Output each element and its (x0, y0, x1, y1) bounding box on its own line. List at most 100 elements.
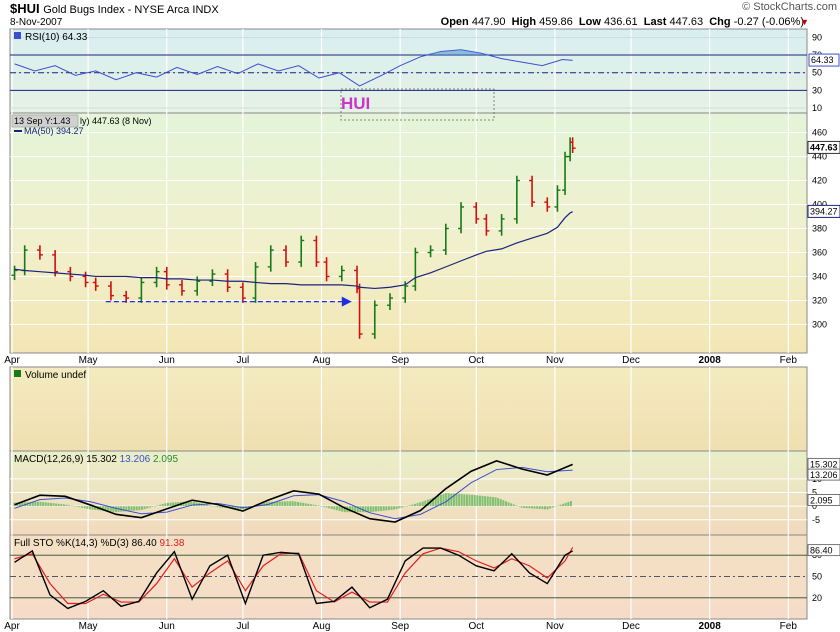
x-tick-label: Dec (622, 355, 640, 366)
x-tick-label: Aug (313, 621, 331, 632)
price-last-value: 447.63 (810, 142, 838, 152)
symbol: $HUI (10, 1, 40, 16)
macd-histogram-bar (88, 506, 91, 510)
rsi-tick-label: 30 (812, 85, 822, 95)
macd-histogram-bar (276, 501, 279, 507)
macd-histogram-bar (369, 506, 372, 513)
macd-histogram-bar (172, 502, 175, 507)
x-tick-label: Nov (546, 355, 564, 366)
macd-histogram-bar (18, 502, 21, 507)
macd-histogram-bar (146, 506, 149, 509)
macd-tick-label: 0 (812, 501, 817, 511)
x-tick-label: Jul (236, 355, 249, 366)
x-tick-label: Feb (780, 621, 798, 632)
x-tick-label: Apr (4, 355, 20, 366)
macd-histogram-bar (390, 506, 393, 510)
macd-histogram-bar (517, 506, 520, 507)
macd-histogram-bar (364, 506, 367, 513)
macd-histogram-bar (187, 501, 190, 507)
macd-histogram-bar (569, 501, 572, 507)
price-tick-label: 300 (812, 319, 827, 329)
macd-histogram-bar (411, 504, 414, 507)
price-tick-label: 320 (812, 295, 827, 305)
ma50-line (14, 211, 573, 290)
macd-line (14, 459, 573, 523)
macd-histogram-bar (166, 502, 169, 507)
rsi-tick-label: 50 (812, 68, 822, 78)
x-tick-label: Jul (236, 621, 249, 632)
macd-histogram-bar (83, 506, 86, 509)
macd-label: MACD(12,26,9) 15.302 13.206 2.095 (14, 454, 178, 465)
macd-label-part: MACD(12,26,9) (14, 454, 86, 465)
macd-histogram-bar (546, 506, 549, 510)
macd-histogram-bar (374, 506, 377, 512)
macd-histogram-bar (122, 506, 125, 512)
volume-legend-swatch (14, 370, 21, 377)
macd-histogram-bar (231, 506, 234, 509)
x-tick-label: Oct (468, 355, 484, 366)
macd-histogram-bar (551, 506, 554, 508)
macd-histogram-bar (426, 499, 429, 507)
macd-histogram-bar (237, 506, 240, 510)
macd-histogram-bar (130, 506, 133, 511)
symbol-title: $HUI Gold Bugs Index - NYSE Arca INDX (10, 1, 219, 16)
index-name: Gold Bugs Index - NYSE Arca INDX (43, 4, 219, 16)
macd-histogram-bar (42, 502, 45, 507)
open-value: 447.90 (471, 16, 506, 28)
macd-label-part: 2.095 (153, 454, 178, 465)
macd-histogram-bar (338, 506, 341, 511)
macd-histogram-bar (416, 503, 419, 507)
macd-histogram-bar (515, 505, 518, 507)
macd-histogram-bar (143, 506, 146, 510)
macd-histogram-bar (486, 496, 489, 507)
tooltip-box (11, 114, 79, 128)
macd-histogram-bar (330, 506, 333, 509)
macd-histogram-bar (47, 502, 50, 507)
x-tick-label: 2008 (699, 355, 722, 366)
macd-tick-label: 5 (812, 488, 817, 498)
macd-histogram-bar (44, 502, 47, 507)
macd-histogram-bar (109, 506, 112, 512)
macd-histogram-bar (489, 496, 492, 507)
macd-histogram-bar (341, 506, 344, 512)
price-tick-label: 380 (812, 224, 827, 234)
macd-histogram-bar (234, 506, 237, 509)
macd-label-part: 13.206 (120, 454, 153, 465)
tooltip-text: 13 Sep Y:1.43 (14, 116, 70, 126)
macd-histogram-bar (460, 494, 463, 507)
sto-tick-label: 20 (812, 593, 822, 603)
macd-histogram-bar (398, 506, 401, 509)
macd-histogram-bar (564, 502, 567, 507)
macd-histogram-bar (185, 501, 188, 507)
macd-histogram-bar (112, 506, 115, 512)
x-tick-label: Oct (468, 621, 484, 632)
macd-histogram-bar (81, 506, 84, 508)
macd-histogram-bar (104, 506, 107, 512)
rsi-last-value: 64.33 (811, 55, 834, 65)
macd-histogram-bar (315, 505, 318, 507)
macd-histogram-bar (299, 502, 302, 507)
high-value: 459.86 (539, 16, 573, 28)
macd-histogram-bar (533, 506, 536, 509)
support-arrow-head (341, 296, 352, 307)
hui-annotation: HUI (341, 94, 370, 113)
macd-histogram-bar (476, 495, 479, 507)
ma-last-value: 394.27 (810, 206, 838, 216)
last-value: 447.63 (669, 16, 704, 28)
macd-histogram-bar (169, 502, 172, 507)
macd-histogram-bar (289, 501, 292, 507)
macd-histogram-bar (413, 503, 416, 507)
sto-label: Full STO %K(14,3) %D(3) 86.40 91.38 (14, 538, 185, 549)
macd-histogram-bar (73, 506, 76, 507)
macd-histogram-bar (195, 502, 198, 507)
macd-histogram-bar (465, 494, 468, 507)
macd-histogram-bar (107, 506, 110, 512)
macd-histogram-bar (473, 495, 476, 507)
down-arrow-icon: ▼ (800, 17, 809, 27)
macd-histogram-bar (190, 501, 193, 507)
macd-histogram-bar (538, 506, 541, 509)
macd-histogram-bar (153, 506, 156, 507)
macd-histogram-bar (148, 506, 151, 508)
ma-label: MA(50) 394.27 (24, 126, 84, 136)
